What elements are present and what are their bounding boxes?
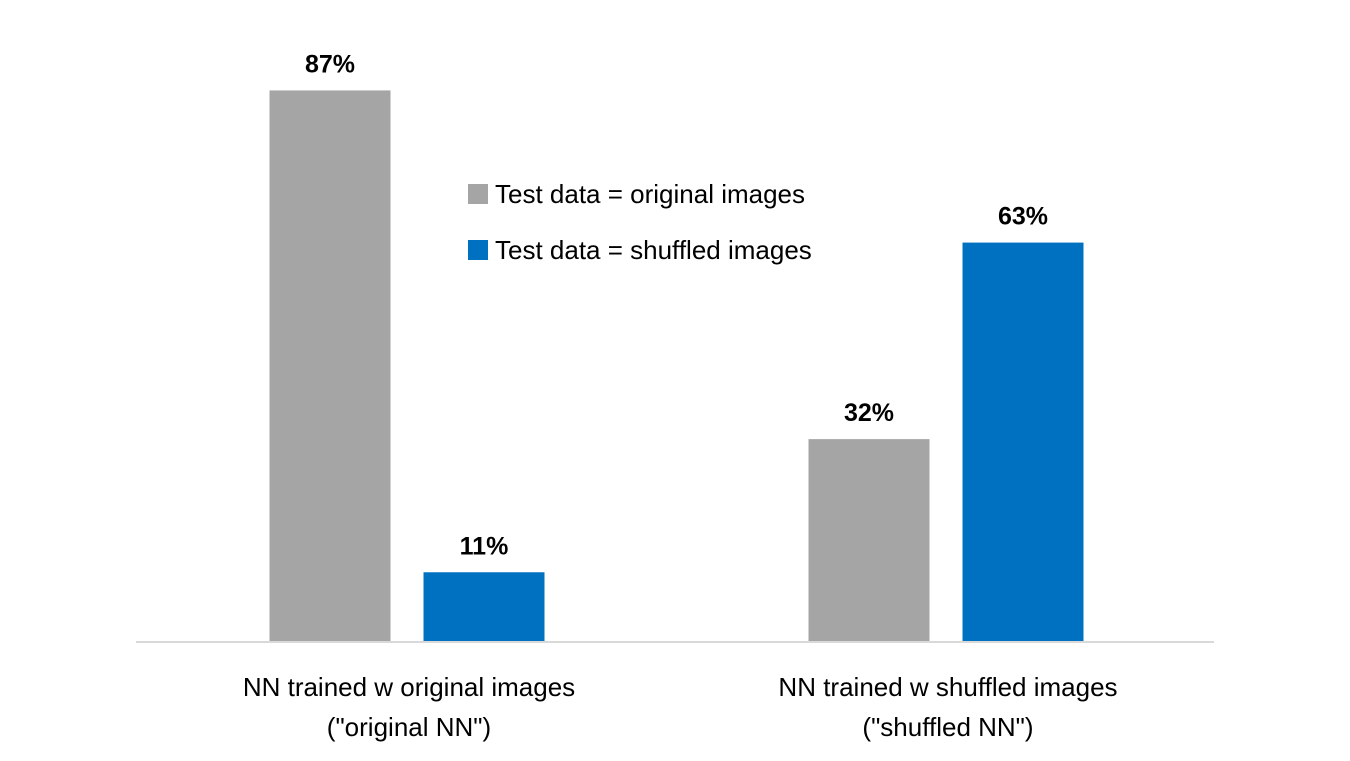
legend-label-1: Test data = shuffled images (495, 235, 812, 265)
bars-layer (269, 90, 1084, 643)
legend-swatch-0 (468, 184, 488, 204)
legend-swatch-1 (468, 240, 488, 260)
category-label-1-line-1: ("shuffled NN") (862, 712, 1033, 742)
bar-series-0-category-0 (269, 90, 391, 643)
bar-series-1-category-0 (423, 572, 545, 642)
data-labels-layer: 87% 32% 11% 63% (305, 50, 1048, 560)
category-label-0-line-0: NN trained w original images (243, 672, 575, 702)
legend: Test data = original images Test data = s… (468, 179, 812, 265)
category-labels-layer: NN trained w original images ("original N… (243, 672, 1118, 742)
data-label-series-1-category-1: 63% (998, 203, 1048, 231)
data-label-series-0-category-1: 32% (844, 399, 894, 427)
bar-series-0-category-1 (808, 439, 930, 642)
legend-label-0: Test data = original images (495, 179, 805, 209)
category-label-0-line-1: ("original NN") (327, 712, 491, 742)
data-label-series-1-category-0: 11% (460, 532, 509, 560)
bar-series-1-category-1 (962, 242, 1084, 642)
data-label-series-0-category-0: 87% (305, 50, 355, 78)
category-label-1-line-0: NN trained w shuffled images (778, 672, 1117, 702)
